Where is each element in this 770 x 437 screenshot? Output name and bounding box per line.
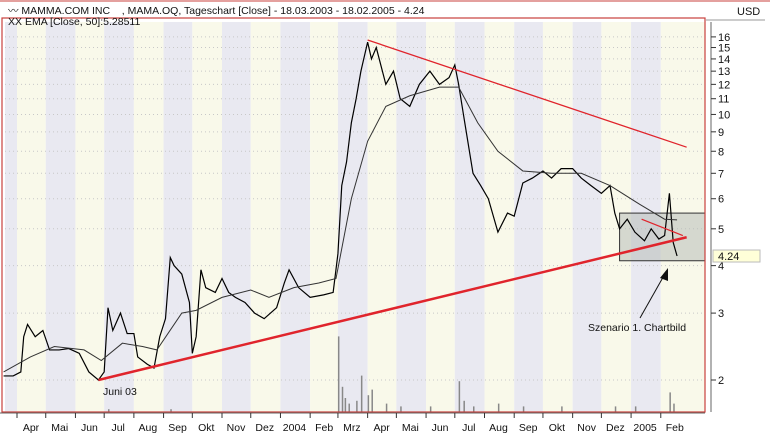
- volume-bar: [385, 403, 388, 412]
- y-tick-label: 16: [718, 32, 730, 44]
- x-tick-label: Mai: [402, 422, 419, 434]
- volume-bar: [344, 398, 347, 412]
- month-stripe: [75, 22, 105, 412]
- volume-bar: [614, 406, 617, 412]
- x-tick-label: 2004: [283, 422, 307, 434]
- month-stripe: [514, 22, 543, 412]
- volume-bar: [463, 400, 465, 412]
- volume-bar: [634, 406, 637, 412]
- scenario-annotation: Szenario 1. Chartbild: [588, 322, 687, 334]
- plot-border: [1, 17, 706, 413]
- volume-bar: [673, 403, 675, 412]
- x-tick-label: Aug: [139, 422, 158, 434]
- volume-bar: [497, 403, 500, 412]
- month-stripe: [163, 22, 193, 412]
- low-annotation: Juni 03: [103, 386, 137, 398]
- ema-line: [3, 86, 678, 373]
- month-stripe: [250, 22, 281, 412]
- month-stripe: [542, 22, 573, 412]
- volume-bar: [356, 400, 358, 412]
- y-tick-label: 4: [718, 261, 724, 273]
- x-tick-label: Jul: [462, 422, 475, 434]
- x-tick-label: Okt: [198, 422, 214, 434]
- volume-bar: [522, 406, 525, 412]
- line-icon: 〰: [8, 5, 22, 17]
- volume-bar: [669, 392, 671, 412]
- month-stripe: [280, 22, 311, 412]
- month-stripe: [572, 22, 602, 412]
- x-tick-label: Sep: [168, 422, 187, 434]
- x-tick-label: Feb: [666, 422, 684, 434]
- month-stripe: [45, 22, 76, 412]
- y-tick-label: 11: [718, 94, 729, 106]
- month-stripe: [192, 22, 223, 412]
- trendline: [98, 236, 687, 382]
- x-tick-label: Aug: [489, 422, 508, 434]
- y-tick-label: 13: [718, 66, 730, 78]
- x-tick-label: Jun: [81, 422, 98, 434]
- trendline: [641, 218, 684, 237]
- month-stripe: [396, 22, 427, 412]
- month-stripe: [133, 22, 164, 412]
- ema-icon: XX: [8, 16, 25, 28]
- volume-bar: [561, 406, 563, 412]
- price-line: [3, 41, 678, 381]
- annotation-arrow: [639, 271, 667, 319]
- y-tick-label: 12: [718, 79, 730, 91]
- month-stripe: [310, 22, 338, 412]
- volume-bar: [360, 375, 363, 412]
- volume-bar: [473, 406, 475, 412]
- x-tick-label: Sep: [519, 422, 538, 434]
- y-tick-label: 5: [718, 224, 724, 236]
- x-tick-label: Nov: [227, 422, 246, 434]
- y-tick-label: 10: [718, 109, 730, 121]
- volume-bar: [458, 381, 461, 412]
- x-tick-label: Apr: [373, 422, 390, 434]
- y-tick-label: 14: [718, 54, 730, 66]
- volume-bar: [371, 389, 373, 412]
- y-tick-label: 7: [718, 168, 724, 180]
- month-stripe: [454, 22, 485, 412]
- volume-bar: [367, 395, 370, 412]
- ema-legend: XX EMA [Close, 50]:5.28511: [8, 16, 141, 28]
- month-stripe: [104, 22, 134, 412]
- y-tick-label: 2: [718, 375, 724, 387]
- month-stripe: [17, 22, 46, 412]
- x-tick-label: Jun: [432, 422, 449, 434]
- y-tick-label: 9: [718, 127, 724, 139]
- x-tick-label: Feb: [315, 422, 333, 434]
- x-tick-label: Dez: [606, 422, 625, 434]
- volume-bar: [348, 403, 350, 412]
- x-tick-label: 2005: [633, 422, 657, 434]
- month-stripe: [337, 22, 368, 412]
- x-tick-label: Nov: [577, 422, 596, 434]
- y-tick-label: 6: [718, 194, 724, 206]
- last-price-label: 4.24: [718, 251, 739, 263]
- chart-title: 〰 MAMMA.COM INC , MAMA.OQ, Tageschart [C…: [8, 5, 425, 17]
- volume-bar: [429, 406, 432, 412]
- month-stripe: [5, 22, 17, 412]
- x-tick-label: Okt: [549, 422, 565, 434]
- last-price-marker: [712, 249, 761, 263]
- month-stripe: [222, 22, 251, 412]
- x-tick-label: Jul: [111, 422, 124, 434]
- x-tick-label: Apr: [23, 422, 40, 434]
- x-tick-label: Mai: [51, 422, 68, 434]
- month-stripe: [367, 22, 397, 412]
- volume-bar: [337, 336, 340, 412]
- y-tick-label: 15: [718, 43, 730, 55]
- volume-bar: [400, 406, 402, 412]
- volume-bar: [108, 409, 110, 412]
- arrow-head-icon: [660, 268, 668, 281]
- volume-bar: [341, 386, 344, 412]
- y-tick-label: 3: [718, 308, 724, 320]
- y-tick-label: 8: [718, 146, 724, 158]
- x-tick-label: Mrz: [343, 422, 361, 434]
- trendline: [367, 39, 687, 148]
- x-tick-label: Dez: [255, 422, 274, 434]
- month-stripe: [426, 22, 455, 412]
- currency-label: USD: [737, 6, 761, 18]
- volume-bar: [170, 409, 172, 412]
